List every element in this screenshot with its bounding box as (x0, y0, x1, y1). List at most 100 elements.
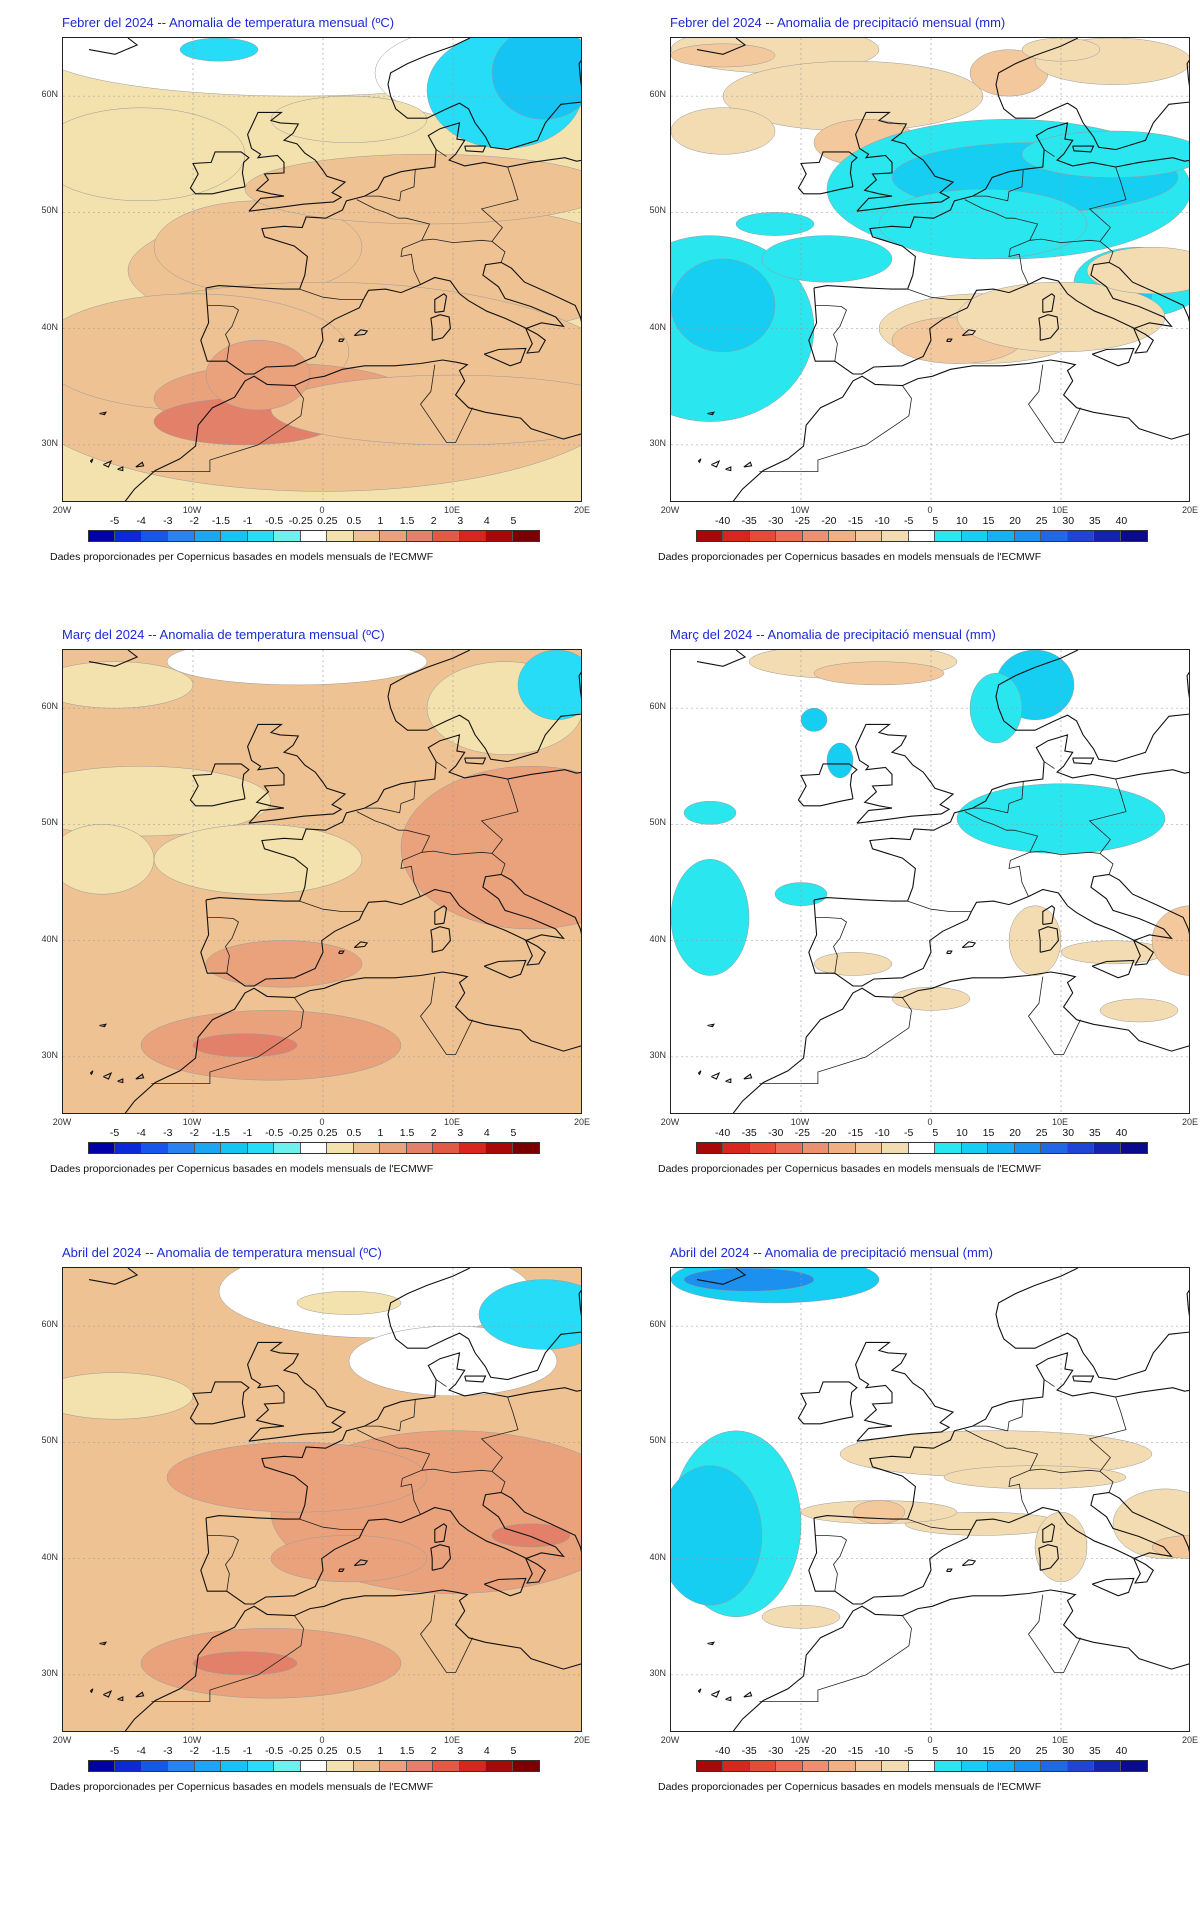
colorbar-tick-label: 1.5 (399, 515, 415, 527)
colorbar-swatch (327, 531, 354, 541)
colorbar-tick-label: -25 (794, 1745, 810, 1757)
colorbar-labels: -40 -35 -30 -25 -20 -15 -10 -5 5 10 15 20 25 30 35 40 (696, 1127, 1148, 1141)
longitude-label: 20W (52, 1735, 72, 1745)
panel-title: Març del 2024 -- Anomalia de precipitaci… (670, 627, 996, 642)
coastline (696, 38, 1189, 501)
longitude-label: 0 (319, 505, 325, 515)
map-panel: Febrer del 2024 -- Anomalia de precipita… (628, 5, 1200, 625)
colorbar-swatch (486, 1761, 513, 1771)
colorbar-tick-label: -30 (768, 1745, 784, 1757)
longitude-label: 20E (1181, 1117, 1198, 1127)
colorbar-swatch (882, 1143, 909, 1153)
colorbar-swatch (1067, 1761, 1095, 1771)
anomaly-region (735, 212, 815, 236)
colorbar-tick-label: 2 (430, 1127, 437, 1139)
colorbar-swatch (749, 531, 777, 541)
latitude-label: 30N (649, 1667, 666, 1678)
colorbar-tick-label: -1 (242, 515, 253, 527)
colorbar-tick-label: 10 (956, 515, 968, 527)
coastline (88, 38, 581, 501)
colorbar (88, 530, 540, 542)
colorbar-swatch (961, 1761, 989, 1771)
colorbar-tick-label: 20 (1009, 515, 1021, 527)
colorbar-tick-label: 0.5 (346, 515, 362, 527)
latitude-label: 50N (41, 205, 58, 216)
colorbar-tick-label: -5 (904, 1745, 914, 1757)
colorbar-tick-label: -15 (847, 1127, 864, 1139)
map-area (62, 37, 582, 502)
colorbar-tick-label: 35 (1088, 1127, 1101, 1139)
colorbar-tick-label: -0.5 (265, 1127, 284, 1139)
latitude-label: 60N (41, 1319, 58, 1330)
colorbar-tick-label: -30 (768, 515, 784, 527)
colorbar-swatch (141, 1761, 169, 1771)
anomaly-region (296, 1291, 402, 1315)
colorbar-swatch (406, 1761, 434, 1771)
colorbar-swatch (802, 531, 830, 541)
anomaly-region (956, 783, 1166, 854)
colorbar-tick-label: -1 (242, 1745, 253, 1757)
map-panel: Abril del 2024 -- Anomalia de temperatur… (20, 1235, 620, 1855)
colorbar-tick-label: 5 (932, 515, 939, 527)
anomaly-region (852, 1500, 906, 1524)
map-panel: Febrer del 2024 -- Anomalia de temperatu… (20, 5, 620, 625)
latitude-label: 30N (41, 437, 58, 448)
colorbar-tick-label: 25 (1035, 1127, 1048, 1139)
colorbar-swatch (433, 531, 460, 541)
colorbar-tick-label: 20 (1009, 1127, 1021, 1139)
colorbar-swatch (353, 1761, 381, 1771)
colorbar-swatch (749, 1143, 777, 1153)
coastline (88, 650, 581, 1113)
colorbar-swatch (1014, 1761, 1042, 1771)
colorbar-swatch (855, 1761, 883, 1771)
anomaly-region (205, 339, 311, 411)
colorbar-swatch (776, 531, 803, 541)
colorbar-tick-label: -15 (847, 1745, 864, 1757)
colorbar-tick-label: 30 (1062, 1745, 1075, 1757)
map-area (62, 1267, 582, 1732)
colorbar-swatch (988, 1761, 1015, 1771)
colorbar-swatch (697, 531, 724, 541)
anomaly-region (192, 1033, 298, 1058)
coastline (88, 1268, 581, 1731)
data-credit: Dades proporcionades per Copernicus basa… (658, 551, 1042, 563)
anomaly-region (478, 1279, 581, 1350)
colorbar-swatch (1041, 1143, 1068, 1153)
anomaly-region (671, 1465, 763, 1606)
longitude-label: 10W (790, 505, 810, 515)
colorbar-swatch (512, 1143, 539, 1153)
colorbar-tick-label: 5 (510, 1127, 517, 1139)
colorbar-swatch (1094, 1761, 1121, 1771)
colorbar-swatch (935, 1143, 962, 1153)
colorbar-tick-label: -25 (794, 515, 810, 527)
colorbar-swatch (908, 1143, 936, 1153)
longitude-label: 10W (182, 1117, 202, 1127)
colorbar-swatch (882, 531, 909, 541)
map-area (670, 649, 1190, 1114)
colorbar-swatch (89, 1761, 116, 1771)
colorbar-tick-label: 1 (377, 1127, 384, 1139)
colorbar-tick-label: -35 (741, 1745, 757, 1757)
colorbar-tick-label: -0.5 (265, 1745, 284, 1757)
longitude-label: 10E (443, 505, 460, 515)
longitude-label: 20E (1181, 505, 1198, 515)
colorbar-tick-label: -5 (904, 1127, 914, 1139)
longitude-label: 20E (573, 505, 590, 515)
colorbar-swatch (380, 1143, 407, 1153)
colorbar-swatch (829, 531, 856, 541)
anomaly-region (179, 38, 259, 62)
anomaly-region (800, 707, 828, 732)
longitude-label: 10E (443, 1735, 460, 1745)
longitude-label: 20E (573, 1117, 590, 1127)
colorbar-tick-label: 5 (932, 1127, 939, 1139)
longitude-label: 10W (182, 1735, 202, 1745)
colorbar-tick-label: 35 (1088, 515, 1101, 527)
colorbar-tick-label: -2 (189, 515, 200, 527)
anomaly-region (956, 281, 1166, 353)
latitude-label: 40N (41, 321, 58, 332)
border-lines (759, 761, 1127, 1084)
colorbar-tick-label: -4 (136, 1745, 146, 1757)
border-lines (151, 149, 519, 472)
colorbar-tick-label: -0.25 (288, 1127, 313, 1139)
colorbar-tick-label: -4 (136, 1127, 146, 1139)
